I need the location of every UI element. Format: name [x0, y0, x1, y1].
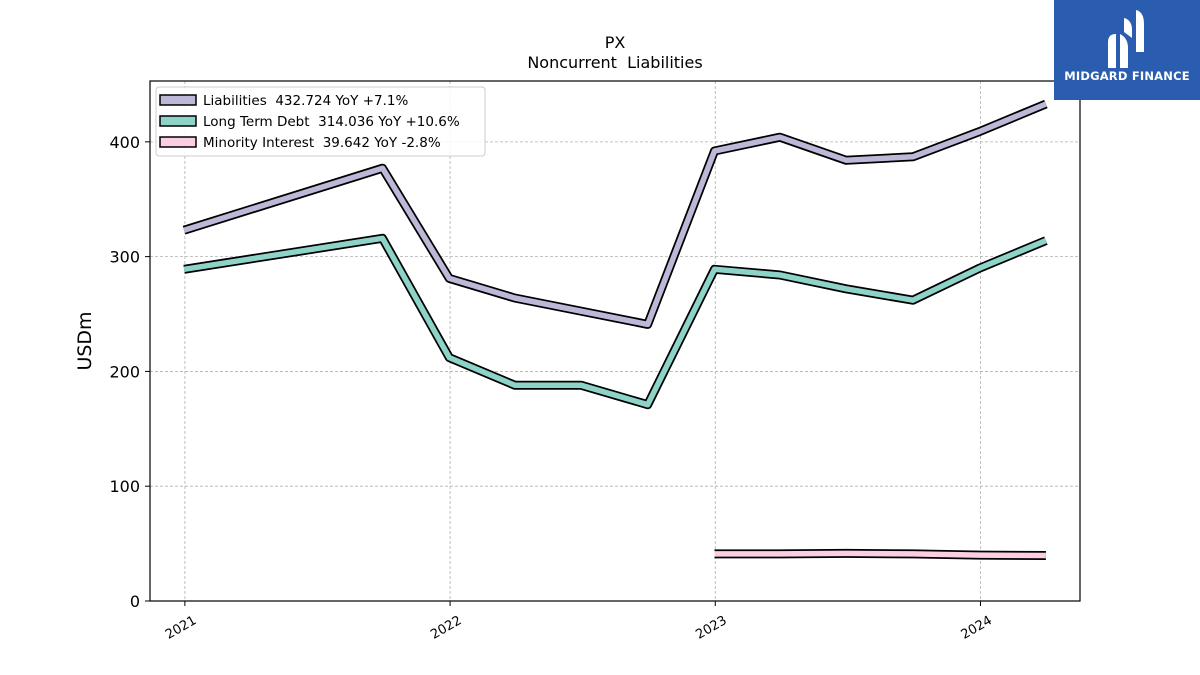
series-minority-interest — [714, 548, 1046, 560]
legend-box — [155, 86, 486, 157]
series-line — [183, 235, 1047, 408]
y-tick-label: 100 — [109, 477, 140, 496]
series-liabilities — [182, 99, 1048, 329]
chart-title: PX — [605, 33, 626, 52]
legend-swatch — [159, 136, 197, 148]
legend-label: Long Term Debt 314.036 YoY +10.6% — [203, 114, 460, 130]
legend-swatch — [159, 115, 197, 127]
y-tick-label: 0 — [130, 592, 140, 611]
x-tick-label: 2023 — [693, 613, 729, 643]
x-tick-label: 2024 — [959, 613, 995, 643]
series-line — [183, 101, 1047, 328]
plot-frame — [149, 80, 1081, 602]
series-lines — [182, 99, 1048, 560]
legend-label: Liabilities 432.724 YoY +7.1% — [203, 93, 408, 109]
logo-mark-icon — [1108, 10, 1144, 68]
legend-label: Minority Interest 39.642 YoY -2.8% — [203, 135, 441, 151]
y-tick-label: 400 — [109, 133, 140, 152]
legend: Liabilities 432.724 YoY +7.1% Long Term D… — [155, 86, 486, 157]
y-tick-label: 300 — [109, 248, 140, 267]
legend-swatch — [159, 94, 197, 106]
y-axis-label: USDm — [74, 311, 96, 370]
series-long-term-debt — [183, 233, 1048, 410]
brand-name: MIDGARD FINANCE — [1064, 69, 1190, 83]
grid — [150, 81, 1080, 602]
chart-subtitle: Noncurrent Liabilities — [527, 53, 702, 72]
brand-logo: MIDGARD FINANCE — [1054, 0, 1200, 100]
x-tick-label: 2021 — [163, 613, 199, 643]
series-line — [714, 550, 1046, 559]
y-tick-label: 200 — [109, 362, 140, 381]
x-tick-label: 2022 — [428, 613, 464, 643]
